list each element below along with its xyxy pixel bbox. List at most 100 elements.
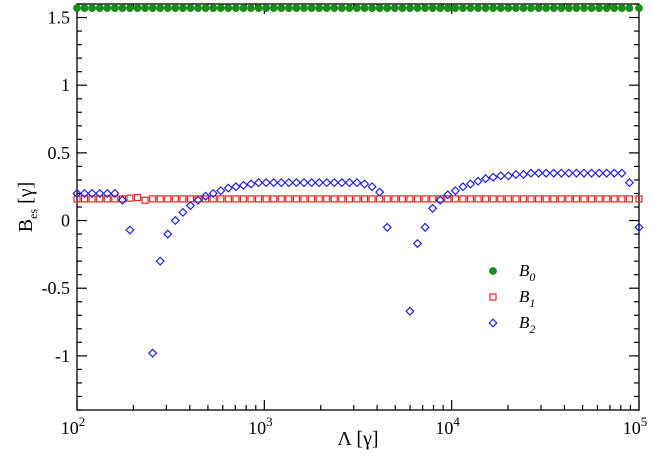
data-point — [148, 4, 157, 12]
data-point — [277, 195, 285, 203]
data-point — [488, 172, 498, 182]
data-point — [428, 203, 438, 214]
data-point — [111, 195, 119, 203]
data-point — [595, 195, 603, 203]
data-point — [367, 182, 377, 192]
data-point — [594, 168, 604, 178]
data-point — [383, 4, 392, 12]
data-point — [466, 195, 475, 203]
data-point — [480, 173, 491, 184]
data-point — [269, 177, 279, 188]
data-point — [497, 195, 505, 203]
data-point — [338, 195, 346, 203]
data-point — [96, 195, 104, 203]
data-point — [299, 177, 309, 188]
data-point — [118, 4, 127, 12]
data-point — [580, 4, 588, 12]
data-point — [518, 169, 529, 180]
data-point — [200, 191, 211, 201]
data-point — [322, 4, 331, 12]
data-point — [194, 4, 202, 12]
data-point — [503, 171, 513, 181]
data-point — [224, 195, 232, 203]
data-point — [186, 4, 195, 12]
data-point — [595, 4, 604, 12]
data-point — [193, 195, 203, 205]
data-point — [246, 179, 256, 189]
data-point — [126, 194, 134, 202]
data-point — [412, 238, 423, 249]
data-point — [511, 169, 521, 180]
data-point — [413, 195, 422, 203]
data-point — [307, 195, 316, 203]
data-point — [149, 195, 157, 203]
data-point — [391, 195, 399, 203]
legend-marker — [489, 267, 497, 275]
data-point — [459, 4, 467, 12]
data-point — [624, 177, 635, 188]
data-point — [617, 168, 627, 178]
data-point — [284, 177, 294, 188]
data-point — [556, 168, 566, 178]
legend-marker — [489, 293, 497, 301]
data-point — [79, 188, 90, 199]
data-point — [617, 4, 626, 12]
data-point — [284, 4, 293, 12]
data-point — [450, 186, 461, 196]
data-point — [329, 177, 339, 188]
y-tick-label: -0.5 — [42, 278, 71, 298]
data-point — [103, 4, 112, 12]
data-point — [459, 195, 467, 203]
data-point — [421, 195, 429, 203]
data-point — [117, 195, 128, 205]
data-point — [466, 4, 475, 12]
data-point — [269, 4, 278, 12]
data-point — [526, 168, 536, 178]
data-point — [549, 4, 558, 12]
legend-label: B0 — [519, 261, 535, 284]
data-point — [436, 4, 445, 12]
data-point — [80, 195, 89, 203]
data-point — [344, 177, 355, 188]
data-point — [382, 222, 392, 232]
data-point — [133, 4, 142, 12]
data-point — [572, 4, 581, 12]
data-point — [73, 4, 81, 12]
data-point — [489, 4, 498, 12]
data-point — [587, 195, 596, 203]
data-point — [216, 4, 225, 12]
data-point — [217, 195, 225, 203]
data-point — [527, 195, 535, 203]
data-point — [87, 188, 97, 199]
x-tick-label: 105 — [623, 414, 648, 438]
data-point — [625, 4, 634, 12]
data-point — [171, 195, 179, 203]
data-point — [406, 195, 414, 203]
data-point — [261, 177, 271, 188]
data-point — [88, 195, 96, 203]
data-point — [428, 4, 437, 12]
data-point — [277, 4, 286, 12]
data-point — [270, 195, 278, 203]
y-tick-label: 1.5 — [48, 8, 71, 28]
data-point — [185, 200, 196, 211]
data-point — [580, 195, 588, 203]
data-point — [73, 195, 81, 203]
data-point — [352, 177, 362, 188]
data-point — [571, 168, 582, 178]
data-point — [579, 168, 589, 178]
y-tick-label: 0.5 — [48, 143, 71, 163]
x-tick-label: 102 — [61, 414, 86, 438]
data-point — [610, 195, 618, 203]
data-point — [209, 195, 217, 203]
data-point — [262, 4, 271, 12]
data-point — [360, 195, 369, 203]
data-point — [542, 195, 550, 203]
data-point — [102, 188, 112, 199]
y-tick-label: 1 — [61, 75, 70, 95]
data-point — [609, 168, 619, 178]
data-point — [337, 4, 346, 12]
data-point — [504, 195, 512, 203]
data-point — [141, 196, 149, 204]
x-axis-title: Λ [γ] — [337, 428, 378, 450]
